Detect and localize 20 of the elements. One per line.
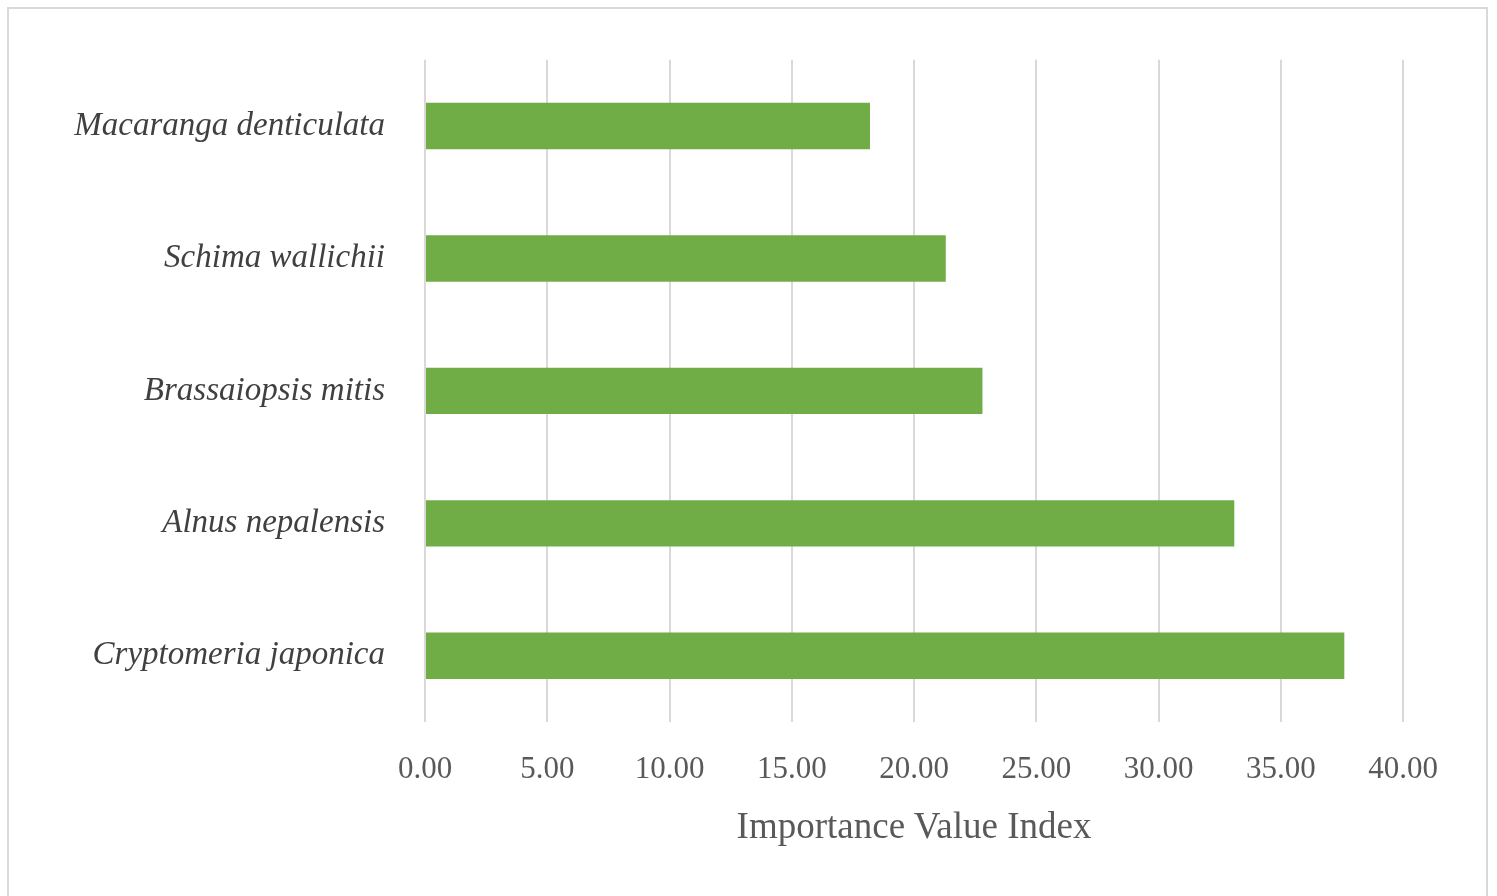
x-axis-title: Importance Value Index bbox=[736, 804, 1092, 846]
x-tick-label: 10.00 bbox=[634, 749, 705, 785]
x-tick-label: 40.00 bbox=[1368, 749, 1438, 785]
y-tick-label: Alnus nepalensis bbox=[160, 503, 385, 540]
y-tick-label: Schima wallichii bbox=[164, 238, 385, 275]
bar bbox=[426, 367, 983, 415]
y-tick-label: Cryptomeria japonica bbox=[92, 635, 385, 672]
x-tick-label: 30.00 bbox=[1123, 749, 1194, 785]
x-tick-label: 35.00 bbox=[1245, 749, 1316, 785]
bar bbox=[426, 500, 1235, 547]
x-tick-label: 0.00 bbox=[397, 749, 453, 785]
bar bbox=[426, 102, 870, 150]
x-tick-label: 20.00 bbox=[879, 749, 949, 785]
x-tick-label: 15.00 bbox=[756, 749, 827, 785]
x-tick-label: 25.00 bbox=[1001, 749, 1072, 785]
bar bbox=[426, 632, 1345, 679]
y-tick-label: Brassaiopsis mitis bbox=[143, 370, 385, 407]
y-tick-label: Macaranga denticulata bbox=[73, 105, 385, 142]
x-tick-label: 5.00 bbox=[520, 749, 575, 785]
bar bbox=[426, 235, 946, 282]
